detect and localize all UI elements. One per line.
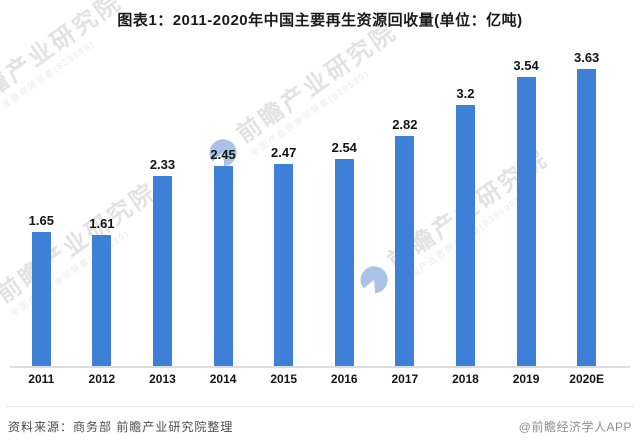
bar-value-label: 2.54 xyxy=(331,139,357,155)
bar-column: 2.82 xyxy=(375,117,436,367)
bar-value-label: 2.45 xyxy=(210,147,236,163)
x-tick-label: 2012 xyxy=(88,372,116,386)
bar-column: 1.61 xyxy=(72,216,133,367)
x-tick-label: 2015 xyxy=(270,372,298,386)
bar-value-label: 2.47 xyxy=(271,145,297,161)
bar-value-label: 2.82 xyxy=(392,116,418,132)
footer: 资料来源：商务部 前瞻产业研究院整理 @前瞻经济学人APP xyxy=(8,412,632,440)
bar xyxy=(334,158,354,367)
x-tick-label: 2011 xyxy=(28,372,55,386)
bar xyxy=(152,175,172,367)
bar xyxy=(92,234,112,367)
x-tick-label: 2020E xyxy=(569,372,604,386)
bar xyxy=(516,76,536,367)
bar-column: 2.54 xyxy=(314,140,375,367)
bar xyxy=(395,135,415,367)
credit-note: @前瞻经济学人APP xyxy=(518,419,632,434)
bar xyxy=(213,166,233,367)
bar xyxy=(455,104,475,367)
bar-value-label: 3.2 xyxy=(456,85,475,101)
x-tick-label: 2013 xyxy=(149,372,176,386)
x-axis-labels: 2011 2012 2013 2014 2015 2016 2017 2018 2019 2020… xyxy=(11,372,617,386)
bar-value-label: 1.61 xyxy=(89,215,115,231)
x-tick-label: 2017 xyxy=(391,372,419,386)
bar-column: 3.54 xyxy=(496,58,557,367)
bar-value-label: 1.65 xyxy=(28,212,54,228)
bar-column: 2.45 xyxy=(193,147,254,367)
bar xyxy=(274,164,294,367)
chart-title: 图表1：2011-2020年中国主要再生资源回收量(单位：亿吨) xyxy=(117,12,523,29)
plot-area: 1.65 1.61 2.33 2.45 2.47 2.54 2.82 3.2 3.54 3.63 xyxy=(11,45,617,367)
x-axis-line xyxy=(10,366,630,368)
bar xyxy=(577,69,597,367)
x-tick-label: 2016 xyxy=(330,372,358,386)
x-tick-label: 2018 xyxy=(452,372,479,386)
bar-column: 3.63 xyxy=(556,50,617,367)
bar-value-label: 3.63 xyxy=(573,50,600,66)
bar-column: 3.2 xyxy=(435,86,496,367)
x-tick-label: 2014 xyxy=(209,372,237,386)
footer-divider xyxy=(6,406,634,407)
bar-value-label: 2.33 xyxy=(149,156,176,172)
bar-column: 1.65 xyxy=(11,213,72,367)
source-note: 资料来源：商务部 前瞻产业研究院整理 xyxy=(8,419,234,434)
bar-column: 2.47 xyxy=(253,145,314,367)
x-tick-label: 2019 xyxy=(512,372,540,386)
bar-column: 2.33 xyxy=(132,157,193,367)
bar-value-label: 3.54 xyxy=(513,57,539,73)
bar xyxy=(31,231,51,367)
